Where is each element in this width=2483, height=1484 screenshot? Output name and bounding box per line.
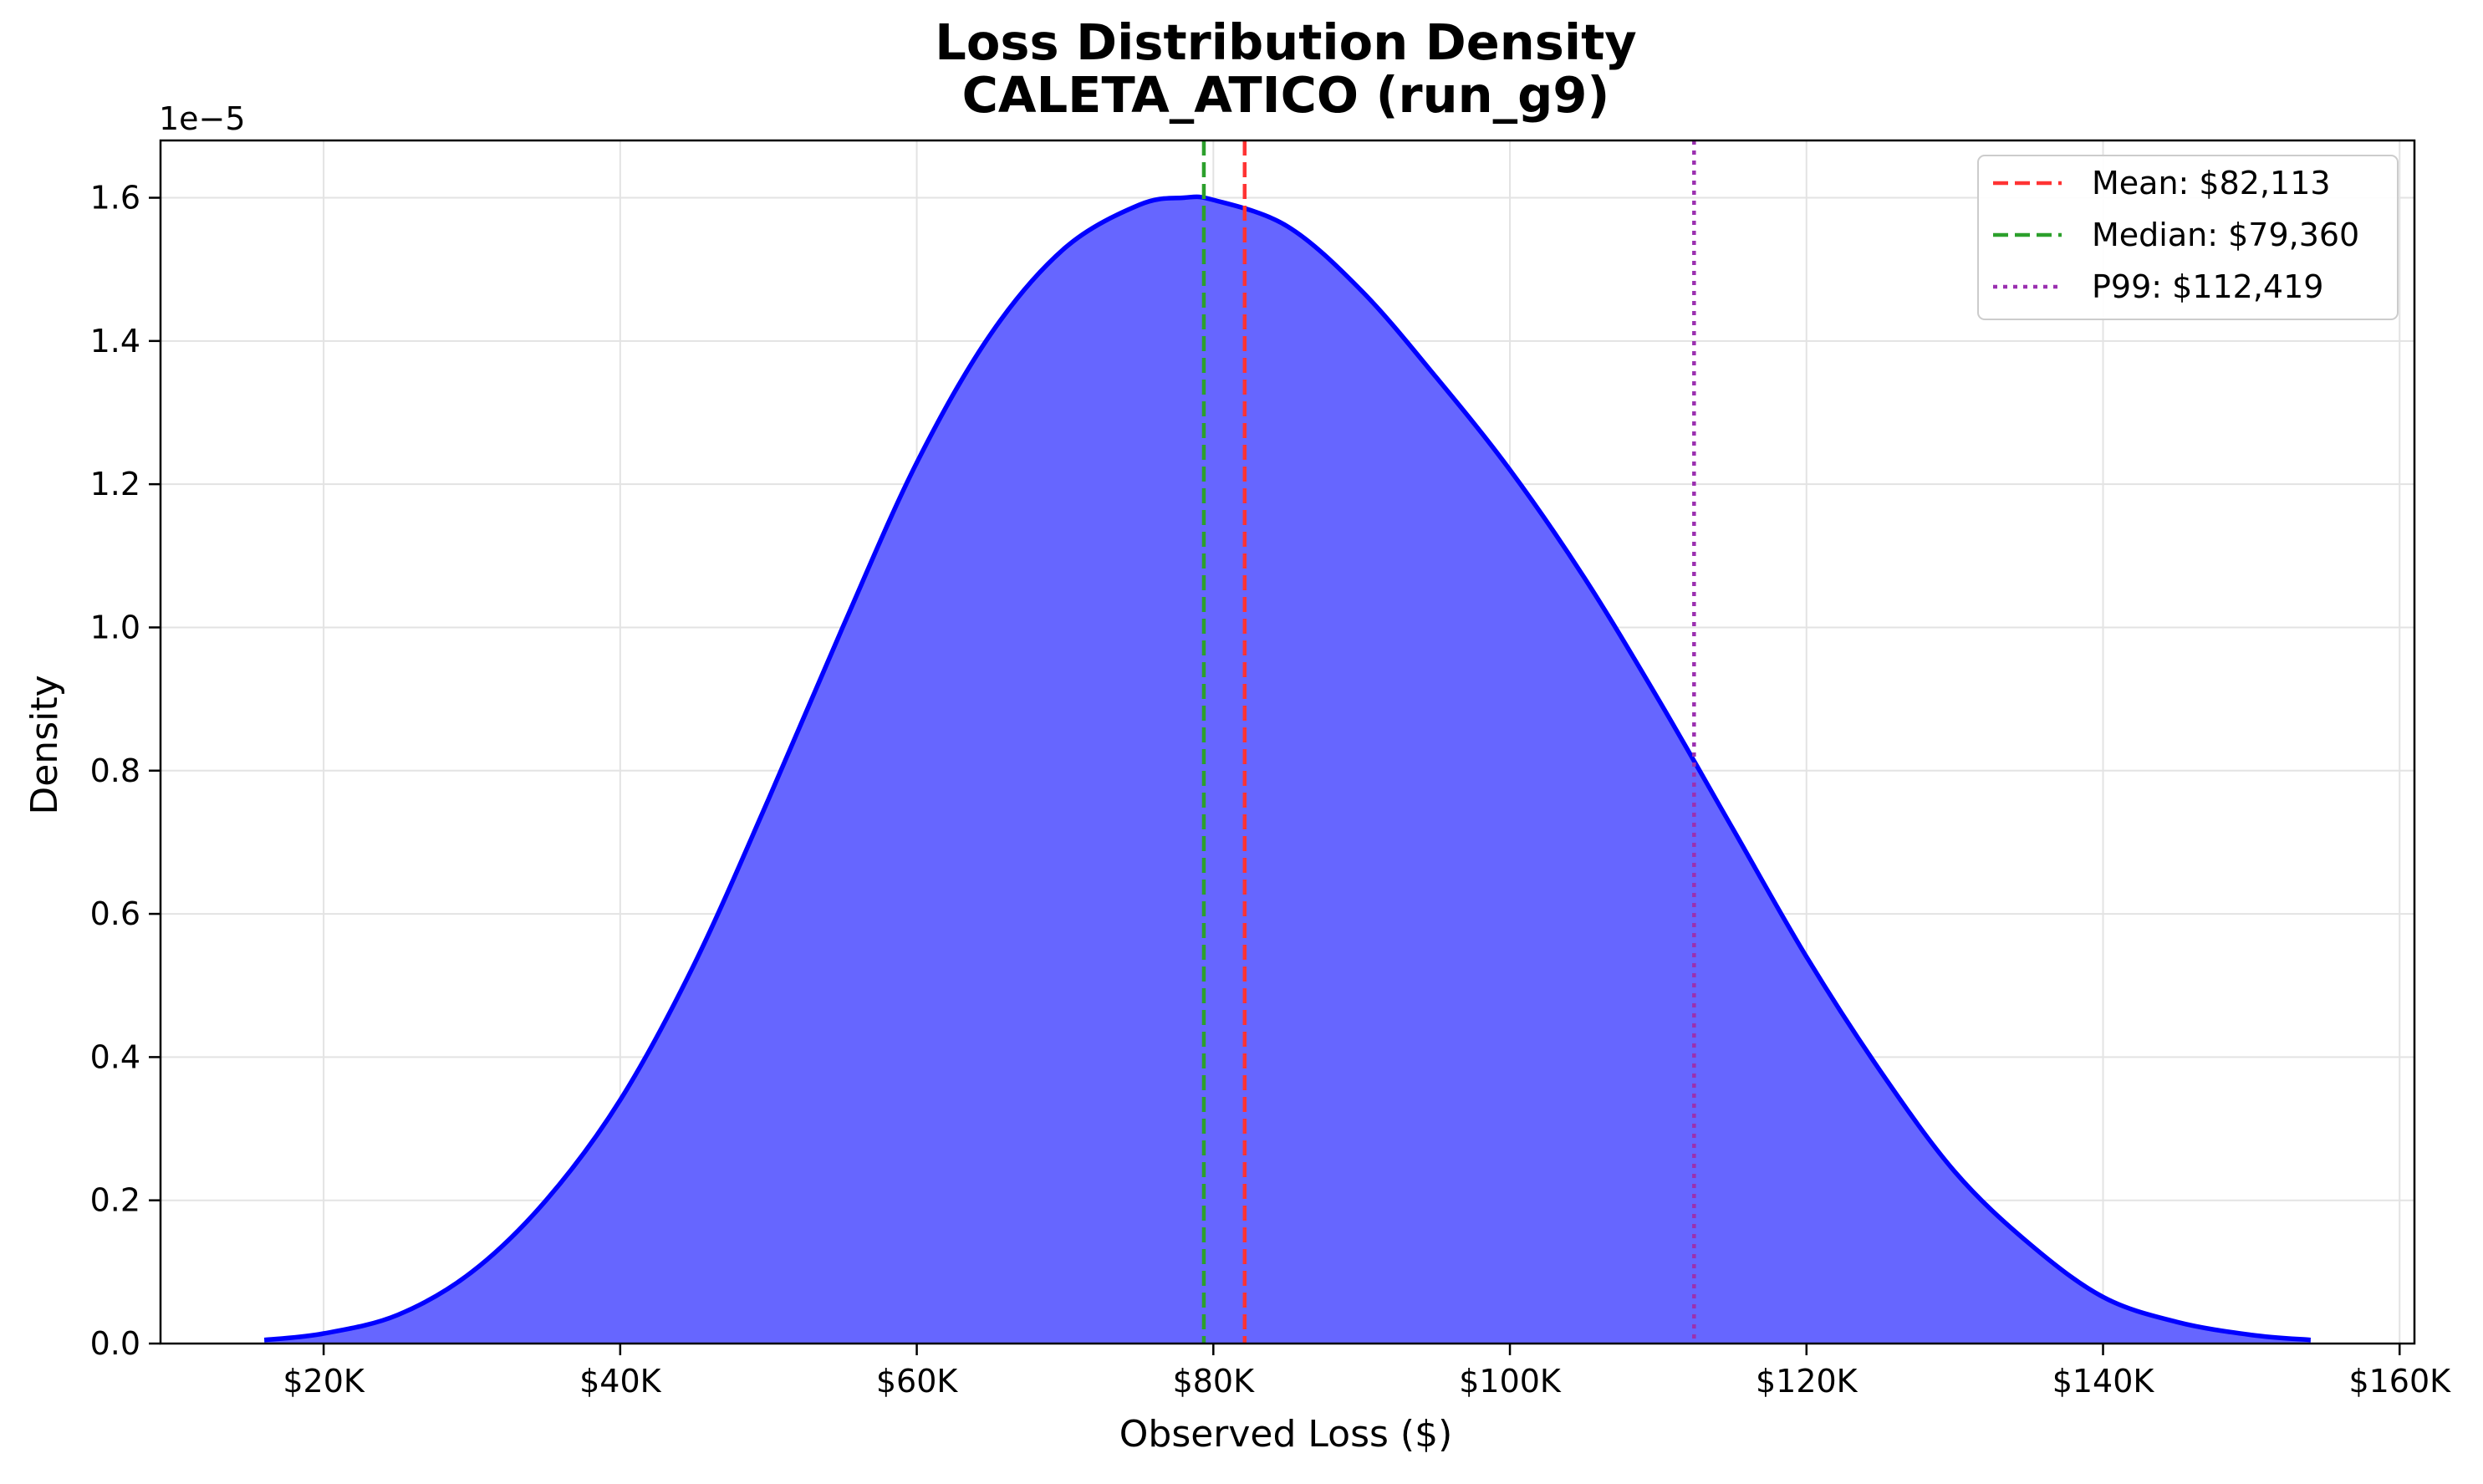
y-tick-label: 0.0 (90, 1325, 140, 1362)
chart-title: Loss Distribution Density (935, 13, 1636, 71)
axis-ticks: $20K $40K $60K $80K $100K $120K $140K $160K 0.0 0… (90, 180, 2452, 1400)
x-axis-label: Observed Loss ($) (1119, 1413, 1453, 1456)
density-fill (264, 196, 2311, 1344)
x-tick-label: $60K (876, 1363, 959, 1400)
y-tick-label: 0.2 (90, 1182, 140, 1219)
x-tick-label: $80K (1173, 1363, 1256, 1400)
x-tick-label: $160K (2348, 1363, 2451, 1400)
density-curve (263, 194, 2312, 1343)
legend-label: Median: $79,360 (2092, 217, 2359, 253)
y-tick-label: 1.4 (90, 323, 140, 360)
plot-frame (159, 139, 2416, 1345)
chart-subtitle: CALETA_ATICO (run_g9) (962, 66, 1610, 124)
density-area (263, 194, 2312, 1344)
legend-label: P99: $112,419 (2092, 268, 2323, 305)
legend: Mean: $82,113 Median: $79,360 P99: $112,41… (1977, 155, 2399, 320)
y-axis-label: Density (23, 675, 66, 814)
y-tick-label: 1.0 (90, 609, 140, 645)
y-tick-label: 1.6 (90, 180, 140, 217)
y-tick-label: 0.4 (90, 1038, 140, 1075)
x-tick-label: $120K (1756, 1363, 1858, 1400)
legend-label: Mean: $82,113 (2092, 165, 2331, 201)
x-tick-label: $40K (579, 1363, 662, 1400)
x-tick-label: $20K (283, 1363, 365, 1400)
reference-lines (1201, 140, 1696, 1344)
y-tick-label: 1.2 (90, 466, 140, 502)
y-tick-label: 0.8 (90, 752, 140, 789)
x-tick-label: $100K (1459, 1363, 1562, 1400)
x-tick-label: $140K (2052, 1363, 2155, 1400)
legend-box (1977, 155, 2399, 320)
y-offset-label: 1e−5 (159, 100, 246, 137)
y-tick-label: 0.6 (90, 895, 140, 932)
